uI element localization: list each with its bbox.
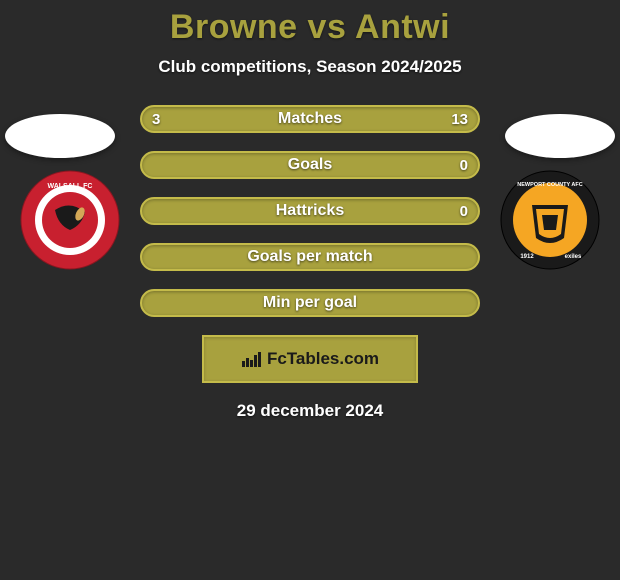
stat-right-value: 0	[460, 203, 468, 220]
stat-label: Goals	[288, 156, 332, 174]
stat-bars: 3 Matches 13 Goals 0 Hattricks 0 Goals p…	[140, 105, 480, 317]
stat-label: Goals per match	[247, 248, 372, 266]
attribution-logo: FcTables.com	[241, 349, 379, 369]
comparison-card: Browne vs Antwi Club competitions, Seaso…	[0, 0, 620, 580]
stat-right-value: 13	[451, 111, 468, 128]
barchart-icon	[241, 350, 263, 368]
stats-area: 3 Matches 13 Goals 0 Hattricks 0 Goals p…	[0, 105, 620, 317]
stat-bar-goals-per-match: Goals per match	[140, 243, 480, 271]
stat-bar-matches: 3 Matches 13	[140, 105, 480, 133]
attribution-text: FcTables.com	[267, 349, 379, 369]
stat-bar-min-per-goal: Min per goal	[140, 289, 480, 317]
page-subtitle: Club competitions, Season 2024/2025	[0, 57, 620, 77]
stat-left-value: 3	[152, 111, 160, 128]
stat-bar-goals: Goals 0	[140, 151, 480, 179]
stat-label: Min per goal	[263, 294, 357, 312]
stat-label: Matches	[278, 110, 342, 128]
attribution-box: FcTables.com	[202, 335, 418, 383]
stat-bar-hattricks: Hattricks 0	[140, 197, 480, 225]
stat-right-value: 0	[460, 157, 468, 174]
date-label: 29 december 2024	[0, 401, 620, 421]
stat-label: Hattricks	[276, 202, 344, 220]
page-title: Browne vs Antwi	[0, 8, 620, 47]
